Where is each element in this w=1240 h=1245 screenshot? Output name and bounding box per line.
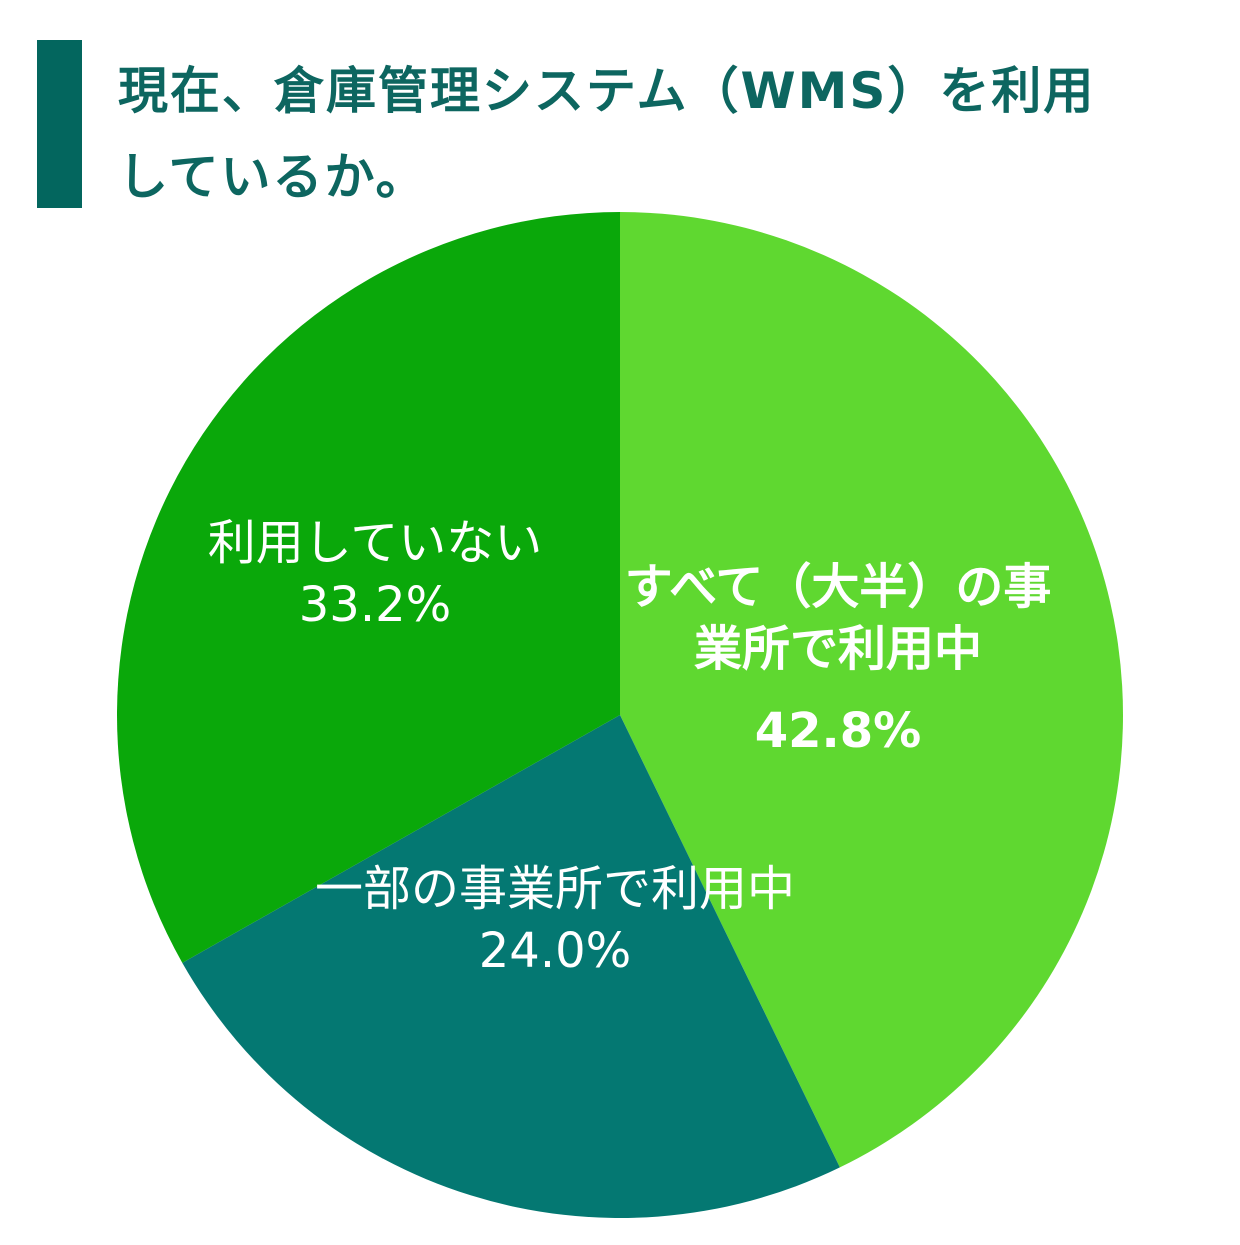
slice-label: すべて（大半）の事業所で利用中 bbox=[624, 559, 1052, 677]
slice-label: 一部の事業所で利用中 bbox=[314, 861, 795, 917]
slice-label: 利用していない bbox=[207, 515, 543, 571]
chart-title: 現在、倉庫管理システム（WMS）を利用しているか。 bbox=[118, 62, 1096, 206]
pie-slice bbox=[116, 212, 620, 963]
pie-slice bbox=[620, 212, 1123, 1168]
title-bar bbox=[37, 40, 82, 208]
pie-slice bbox=[182, 715, 840, 1218]
value-label: 24.0% bbox=[478, 923, 632, 979]
value-label: 33.2% bbox=[298, 577, 452, 633]
value-label: 42.8% bbox=[754, 703, 922, 759]
